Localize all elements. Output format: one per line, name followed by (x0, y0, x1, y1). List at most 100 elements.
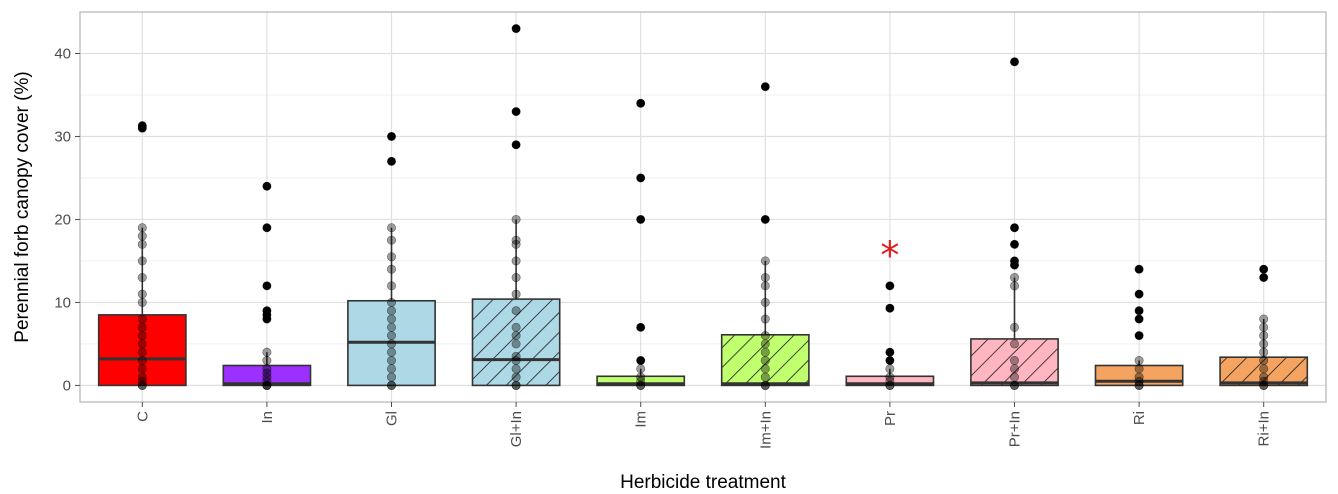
y-tick-label: 20 (54, 211, 71, 228)
data-point (1134, 372, 1144, 382)
data-point (1259, 314, 1269, 324)
data-point (511, 235, 521, 245)
data-point (386, 356, 396, 366)
data-point (137, 356, 147, 366)
data-point (137, 289, 147, 299)
box-gl-plus-in (471, 219, 561, 387)
data-point (1009, 339, 1019, 349)
x-axis-title: Herbicide treatment (620, 472, 787, 493)
box-layer (97, 219, 1309, 387)
data-point (386, 380, 396, 390)
data-point (1259, 339, 1269, 349)
data-point (511, 322, 521, 332)
outlier-point (636, 214, 646, 224)
outlier-point (1259, 264, 1269, 274)
data-point (1259, 331, 1269, 341)
data-point (262, 347, 272, 357)
plot-panel-background (80, 12, 1326, 402)
box-fill (597, 376, 685, 386)
data-point (760, 314, 770, 324)
data-point (511, 214, 521, 224)
data-point (1009, 372, 1019, 382)
outlier-point (1134, 306, 1144, 316)
data-point (1009, 281, 1019, 291)
data-point (386, 347, 396, 357)
data-point (511, 364, 521, 374)
data-point (760, 273, 770, 283)
box-outline (970, 338, 1059, 387)
x-tick-label: C (134, 411, 151, 422)
data-point (386, 297, 396, 307)
data-point (1259, 372, 1269, 382)
x-tick-label: Pr+In (1007, 411, 1024, 447)
box-ri (1094, 360, 1184, 387)
outlier-point (636, 322, 646, 332)
outlier-point (636, 173, 646, 183)
x-tick-label: Gl (384, 411, 401, 426)
outlier-point (262, 281, 272, 291)
outlier-point (885, 281, 895, 291)
outlier-point (760, 82, 770, 92)
data-point (1009, 322, 1019, 332)
x-tick-label: Im (633, 411, 650, 428)
box-fill (223, 365, 311, 386)
data-point (137, 297, 147, 307)
data-point (1134, 364, 1144, 374)
point-layer (137, 24, 1269, 390)
data-point (1009, 364, 1019, 374)
significance-asterisk: * (880, 234, 899, 278)
box-outline (471, 298, 561, 387)
y-tick-label: 10 (54, 294, 71, 311)
data-point (386, 235, 396, 245)
data-point (137, 273, 147, 283)
data-point (1259, 364, 1269, 374)
data-point (760, 339, 770, 349)
outlier-point (511, 24, 521, 34)
box-pr-plus-in (970, 277, 1059, 387)
data-point (386, 364, 396, 374)
outlier-point (1134, 314, 1144, 324)
data-point (137, 256, 147, 266)
data-point (760, 372, 770, 382)
data-point (885, 364, 895, 374)
box-hatch (1220, 357, 1308, 386)
data-point (511, 289, 521, 299)
outlier-point (885, 303, 895, 313)
data-point (137, 314, 147, 324)
data-point (137, 364, 147, 374)
data-point (137, 322, 147, 332)
data-point (262, 356, 272, 366)
x-tick-label: Ri+In (1256, 411, 1273, 446)
data-point (1259, 347, 1269, 357)
box-hatch (472, 299, 560, 386)
data-point (1259, 356, 1269, 366)
box-outline (720, 333, 810, 387)
data-point (137, 331, 147, 341)
outlier-point (1009, 57, 1019, 67)
y-tick-label: 30 (54, 128, 71, 145)
data-point (511, 380, 521, 390)
outlier-point (1134, 289, 1144, 299)
y-axis-title: Perennial forb canopy cover (%) (12, 71, 33, 342)
x-tick-label: Gl+In (508, 411, 525, 447)
outlier-point (885, 356, 895, 366)
x-tick-label: Ri (1131, 411, 1148, 425)
x-tick-label: Pr (882, 411, 899, 426)
data-point (1259, 322, 1269, 332)
data-point (386, 306, 396, 316)
plot-panel-border (79, 11, 1327, 403)
data-point (511, 339, 521, 349)
data-point (636, 372, 646, 382)
data-point (1134, 356, 1144, 366)
box-c (97, 227, 187, 387)
box-fill (846, 376, 934, 386)
data-point (511, 351, 521, 361)
data-point (511, 306, 521, 316)
data-point (137, 347, 147, 357)
outlier-point (636, 356, 646, 366)
data-point (760, 256, 770, 266)
outlier-point (386, 131, 396, 141)
box-im-plus-in (720, 260, 810, 387)
data-point (760, 281, 770, 291)
data-point (262, 364, 272, 374)
